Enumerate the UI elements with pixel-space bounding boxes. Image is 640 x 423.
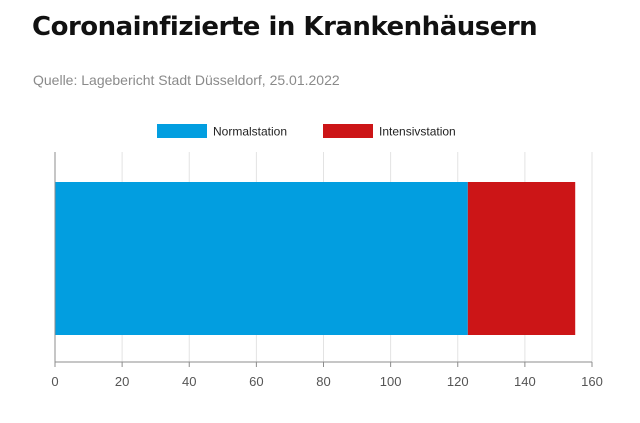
x-tick-label: 20: [115, 374, 129, 389]
legend-label-normalstation: Normalstation: [213, 125, 287, 139]
chart-source: Quelle: Lagebericht Stadt Düsseldorf, 25…: [33, 72, 340, 88]
x-axis: 0 20 40 60 80 100 120 140 160: [51, 152, 603, 389]
x-tick-label: 100: [380, 374, 402, 389]
legend-label-intensivstation: Intensivstation: [379, 125, 456, 139]
x-tick-label: 140: [514, 374, 536, 389]
legend: Normalstation Intensivstation: [157, 124, 456, 139]
x-tick-label: 80: [316, 374, 330, 389]
x-tick-label: 120: [447, 374, 469, 389]
legend-swatch-normalstation: [157, 124, 207, 138]
bar-intensivstation: [467, 182, 576, 335]
x-tick-label: 0: [51, 374, 58, 389]
bars: [55, 182, 576, 335]
x-tick-label: 40: [182, 374, 196, 389]
x-tick-label: 60: [249, 374, 263, 389]
chart-title: Coronainfizierte in Krankenhäusern: [32, 12, 538, 42]
legend-swatch-intensivstation: [323, 124, 373, 138]
x-tick-label: 160: [581, 374, 603, 389]
bar-normalstation: [55, 182, 468, 335]
